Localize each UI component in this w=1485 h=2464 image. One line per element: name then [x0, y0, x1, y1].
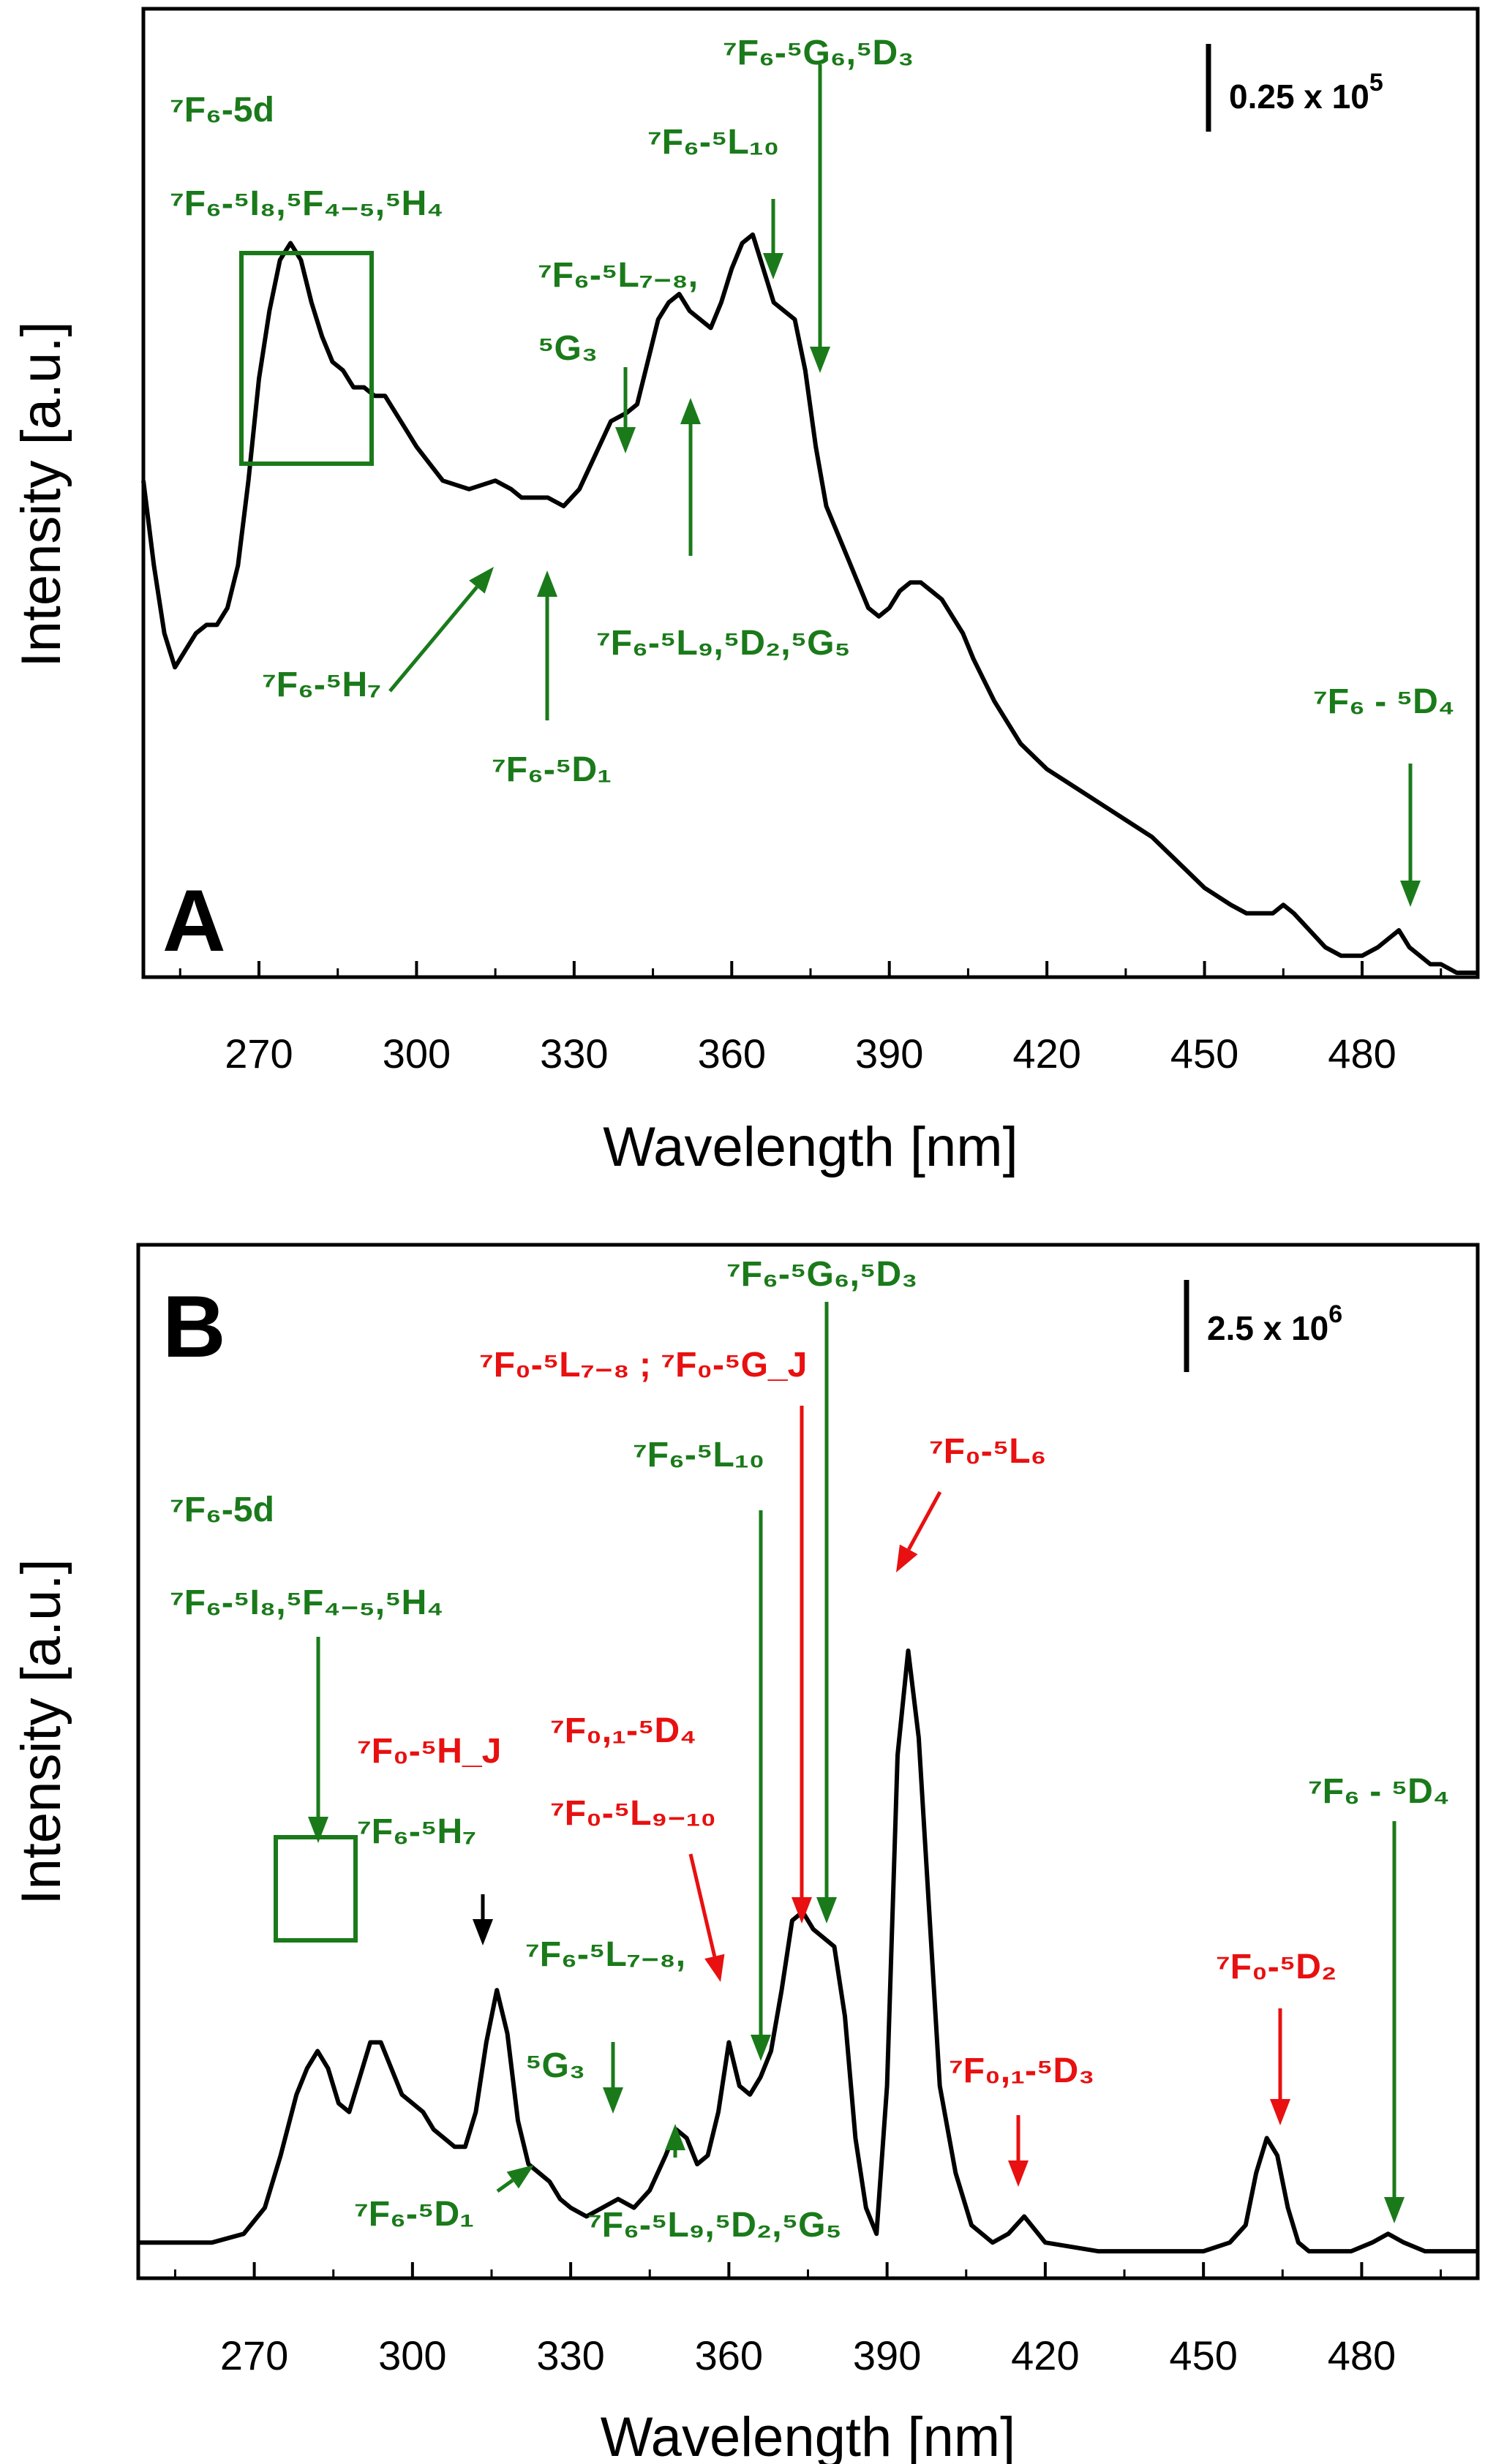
annotation-arrow-shaft [688, 1853, 717, 1957]
spectrum-line [138, 1649, 1478, 2254]
transition-label: ⁷F₀,₁-⁵D₄ [550, 1711, 696, 1750]
transition-label: ⁷F₆-⁵L₁₀ [647, 123, 779, 162]
x-tick-label: 300 [378, 2332, 446, 2378]
x-tick-label: 270 [225, 1031, 293, 1077]
annotation-arrow-head [665, 2124, 685, 2150]
annotation-arrow-head [896, 1544, 918, 1572]
panel-a: 270 300 330 360 390 420 450 480 Wavelength [nm] I… [10, 7, 1480, 1178]
transition-label: ⁷F₀-⁵L₉₋₁₀ [550, 1794, 716, 1833]
transition-label: ⁵G₃ [525, 2046, 585, 2085]
annotation-arrow-head [615, 427, 636, 453]
annotation-arrow-head [763, 253, 783, 279]
transition-label: ⁷F₆-⁵L₉,⁵D₂,⁵G₅ [596, 624, 850, 663]
annotation-arrow-head [603, 2087, 623, 2114]
x-tick-label: 270 [220, 2332, 288, 2378]
scale-bar-label: 2.5 x 106 [1207, 1300, 1342, 1347]
plot-frame [136, 1243, 1480, 2280]
x-tick-label: 300 [383, 1031, 451, 1077]
transition-label: ⁷F₆ - ⁵D₄ [1308, 1772, 1450, 1811]
highlight-box [274, 1835, 358, 1943]
annotation-arrow-head [704, 1954, 725, 1982]
y-axis-label: Intensity [a.u.] [10, 1559, 72, 1904]
transition-label: ⁷F₆-⁵L₉,⁵D₂,⁵G₅ [587, 2206, 841, 2245]
transition-label: ⁷F₀-⁵L₇₋₈ ; ⁷F₀-⁵G_J [479, 1346, 807, 1384]
x-tick-label: 420 [1012, 1031, 1080, 1077]
y-axis-label: Intensity [a.u.] [10, 321, 72, 667]
transition-label: ⁷F₀-⁵H_J [357, 1732, 501, 1771]
transition-label: ⁷F₆-5d [170, 91, 274, 129]
x-tick-label: 450 [1169, 2332, 1237, 2378]
annotation-arrow-head [1384, 2197, 1405, 2223]
transition-label: ⁷F₆-⁵L₇₋₈, [538, 256, 698, 295]
annotation-arrow-shaft [388, 586, 478, 693]
transition-label: ⁷F₀-⁵D₂ [1216, 1948, 1336, 1986]
x-tick-label: 390 [853, 2332, 921, 2378]
panel-b: 270 300 330 360 390 420 450 480 Wavelength [nm] I… [10, 1243, 1480, 2464]
transition-label: ⁷F₆-⁵I₈,⁵F₄₋₅,⁵H₄ [170, 1583, 443, 1622]
transition-label: ⁷F₆-⁵L₁₀ [633, 1436, 764, 1474]
annotation-arrow-head [816, 1897, 837, 1924]
plot-frame [141, 7, 1480, 979]
annotation-arrow-head [751, 2035, 771, 2061]
annotation-arrow-head [680, 398, 701, 424]
transition-label: ⁷F₆-⁵I₈,⁵F₄₋₅,⁵H₄ [170, 184, 443, 223]
x-tick-label: 450 [1170, 1031, 1238, 1077]
x-tick-label: 390 [855, 1031, 923, 1077]
highlight-box [239, 251, 374, 466]
transition-label: ⁷F₆-⁵H₇ [357, 1812, 476, 1851]
x-axis-label: Wavelength [nm] [603, 1116, 1018, 1178]
annotation-arrow-head [810, 347, 830, 373]
panel-letter: A [162, 872, 226, 970]
annotation-arrow-head [308, 1817, 328, 1843]
transition-label: ⁷F₆-⁵D₁ [492, 750, 612, 789]
x-tick-label: 330 [540, 1031, 608, 1077]
x-axis-label: Wavelength [nm] [601, 2406, 1015, 2464]
x-tick-label: 330 [536, 2332, 604, 2378]
transition-label: ⁷F₆-⁵H₇ [262, 666, 381, 704]
annotation-arrow-head [792, 1897, 812, 1924]
annotation-arrow-head [473, 1919, 493, 1945]
transition-label: ⁷F₀-⁵L₆ [929, 1432, 1046, 1471]
x-tick-label: 420 [1011, 2332, 1079, 2378]
annotation-arrow-head [1270, 2099, 1290, 2125]
x-tick-label: 360 [698, 1031, 766, 1077]
annotation-arrow-shaft [907, 1491, 942, 1551]
panel-letter: B [162, 1278, 226, 1376]
transition-label: ⁷F₆ - ⁵D₄ [1313, 682, 1455, 721]
transition-label: ⁷F₆-⁵L₇₋₈, [525, 1935, 685, 1974]
x-tick-label: 480 [1328, 2332, 1396, 2378]
annotation-arrow-head [537, 570, 557, 597]
annotation-arrow-head [506, 2165, 534, 2189]
transition-label: ⁷F₀,₁-⁵D₃ [949, 2052, 1094, 2090]
transition-label: ⁷F₆-5d [170, 1491, 274, 1529]
scale-bar-label: 0.25 x 105 [1229, 69, 1383, 116]
annotation-arrow-head [1400, 881, 1421, 907]
transition-label: ⁷F₆-⁵G₆,⁵D₃ [726, 1255, 917, 1294]
annotation-arrow-head [1008, 2160, 1029, 2187]
transition-label: ⁷F₆-⁵D₁ [354, 2195, 474, 2234]
annotation-arrow-shaft [496, 2179, 514, 2193]
x-tick-label: 480 [1328, 1031, 1396, 1077]
annotation-arrow-head [469, 567, 494, 594]
spectrum-line [141, 232, 1478, 975]
transition-label: ⁵G₃ [538, 329, 598, 368]
x-tick-label: 360 [695, 2332, 763, 2378]
